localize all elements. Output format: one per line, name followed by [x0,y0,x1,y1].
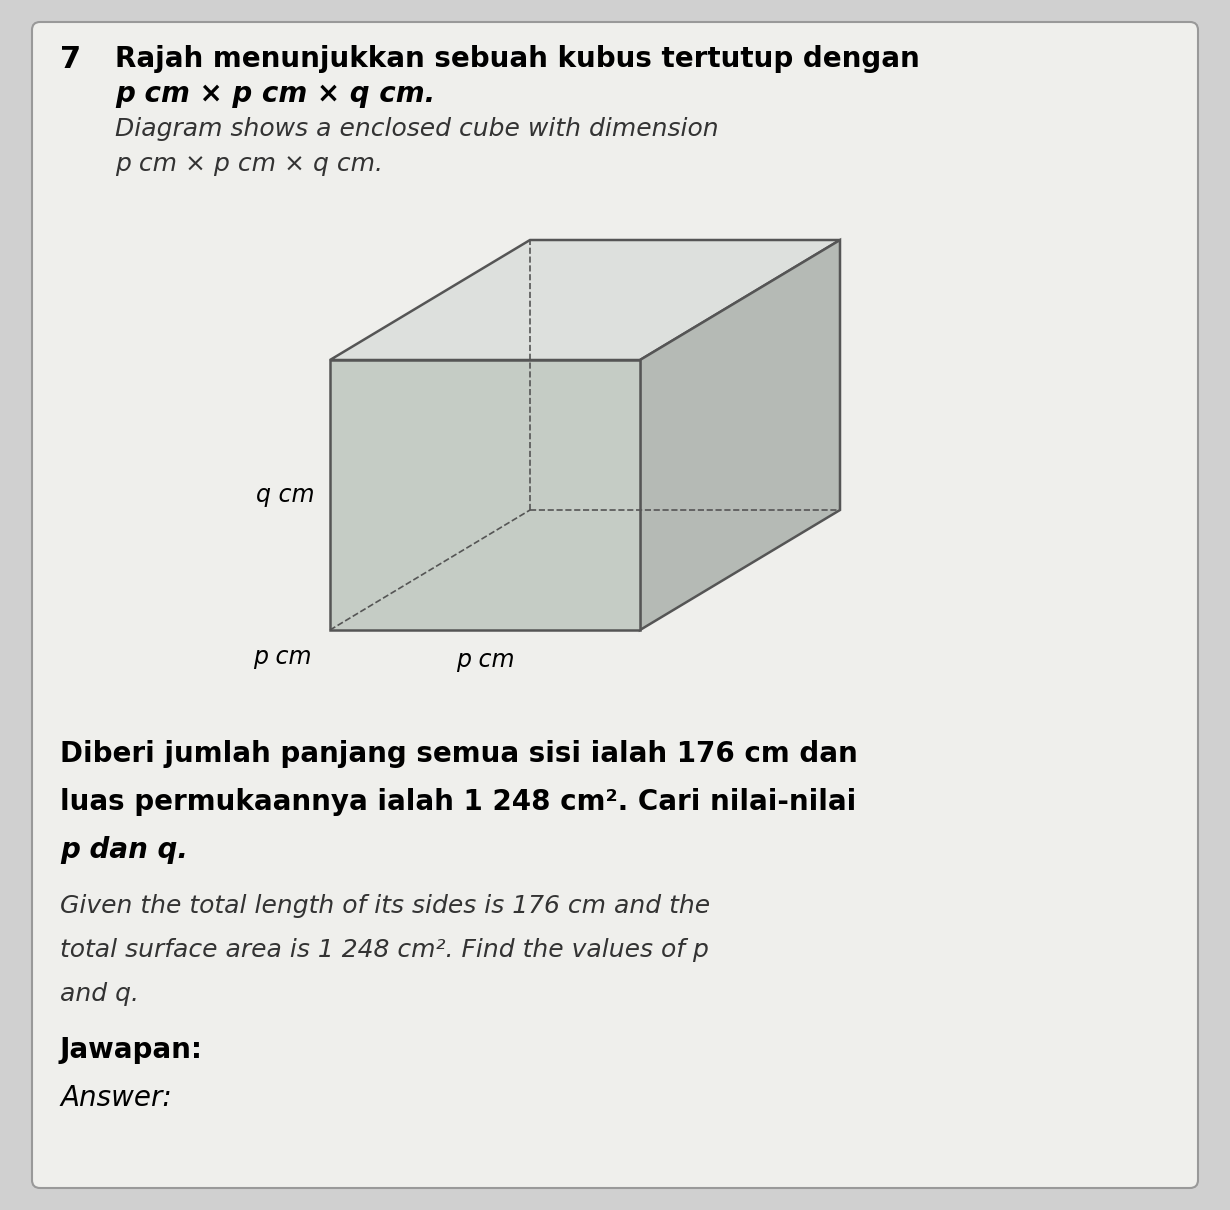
Text: p cm: p cm [456,649,514,672]
Text: p cm: p cm [253,645,312,669]
Text: luas permukaannya ialah 1 248 cm². Cari nilai-nilai: luas permukaannya ialah 1 248 cm². Cari … [60,788,856,816]
Text: Jawapan:: Jawapan: [60,1036,203,1064]
Text: p dan q.: p dan q. [60,836,188,864]
Text: and q.: and q. [60,983,139,1006]
Text: q cm: q cm [257,483,315,507]
Polygon shape [330,361,640,630]
Text: Diagram shows a enclosed cube with dimension: Diagram shows a enclosed cube with dimen… [114,117,718,142]
Text: Given the total length of its sides is 176 cm and the: Given the total length of its sides is 1… [60,894,710,918]
Text: Diberi jumlah panjang semua sisi ialah 176 cm dan: Diberi jumlah panjang semua sisi ialah 1… [60,741,857,768]
Polygon shape [330,240,840,361]
FancyBboxPatch shape [32,22,1198,1188]
Text: Rajah menunjukkan sebuah kubus tertutup dengan: Rajah menunjukkan sebuah kubus tertutup … [114,45,920,73]
Text: p cm × p cm × q cm.: p cm × p cm × q cm. [114,80,435,108]
Text: total surface area is 1 248 cm². Find the values of p: total surface area is 1 248 cm². Find th… [60,938,708,962]
Polygon shape [640,240,840,630]
Text: 7: 7 [60,45,81,74]
Text: Answer:: Answer: [60,1084,172,1112]
Text: p cm × p cm × q cm.: p cm × p cm × q cm. [114,152,383,175]
